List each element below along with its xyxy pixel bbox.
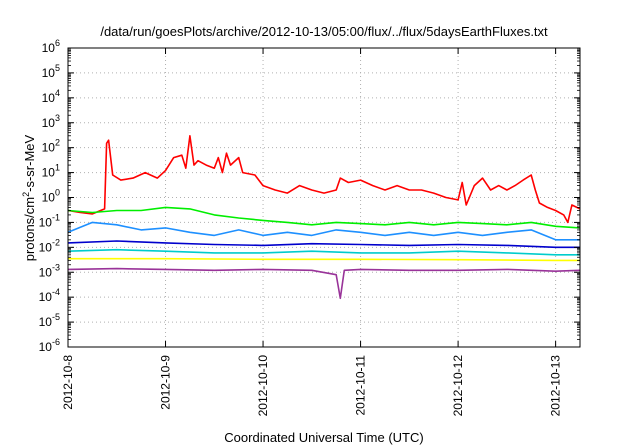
y-tick-label: 10-2 [39,237,60,254]
y-tick-base: 10 [42,41,56,55]
y-tick-base: 10 [42,141,56,155]
series-line [67,221,580,241]
y-tick-label: 103 [42,113,60,130]
x-tick-label: 2012-10-8 [61,355,75,410]
y-tick-exponent: 5 [55,63,60,73]
x-tick-label: 2012-10-10 [256,355,270,417]
y-tick-exponent: 6 [55,38,60,48]
y-tick-base: 10 [39,315,53,329]
y-tick-label: 10-3 [39,262,60,279]
y-axis-title: protons/cm2-s-sr-MeV [21,134,37,261]
y-tick-base: 10 [39,265,53,279]
series-group [67,135,581,300]
x-tick-label: 2012-10-11 [354,355,368,416]
y-tick-label: 10-4 [39,287,60,304]
x-tick-label: 2012-10-12 [451,355,465,417]
y-tick-base: 10 [39,340,53,354]
y-tick-base: 10 [42,116,56,130]
y-tick-exponent: -5 [52,312,60,322]
y-tick-label: 106 [42,38,60,55]
series-line [67,206,581,229]
y-tick-exponent: 3 [55,113,60,123]
x-tick-label: 2012-10-9 [159,355,173,410]
y-tick-base: 10 [42,66,56,80]
y-tick-base: 10 [39,290,53,304]
y-tick-label: 10-5 [39,312,60,329]
y-axis-title-main: protons/cm [22,197,37,261]
series-line [67,248,580,256]
x-axis-title: Coordinated Universal Time (UTC) [224,430,423,445]
y-tick-exponent: -1 [52,212,60,222]
y-tick-base: 10 [42,166,56,180]
grid [68,48,580,347]
axes: 10610510410310210110010-110-210-310-410-… [39,38,580,416]
y-tick-label: 101 [42,163,60,180]
x-tick-label: 2012-10-13 [549,355,563,417]
y-tick-exponent: -3 [52,262,60,272]
y-tick-exponent: 2 [55,138,60,148]
y-tick-label: 10-6 [39,337,60,354]
series-line [67,240,580,249]
y-tick-exponent: -2 [52,237,60,247]
series-line [67,135,581,224]
y-axis-title-tail: -s-sr-MeV [22,134,37,191]
y-tick-label: 105 [42,63,60,80]
y-tick-label: 104 [42,88,60,105]
y-tick-exponent: 1 [55,163,60,173]
y-tick-label: 10-1 [39,212,60,229]
y-tick-exponent: -6 [52,337,60,347]
y-tick-base: 10 [42,91,56,105]
y-tick-label: 102 [42,138,60,155]
chart-title: /data/run/goesPlots/archive/2012-10-13/0… [100,24,548,39]
y-axis-title-sup: 2 [21,192,31,197]
y-tick-base: 10 [39,215,53,229]
y-tick-exponent: 0 [55,188,60,198]
y-tick-label: 100 [42,188,60,205]
y-tick-base: 10 [42,191,56,205]
series-line [67,267,581,300]
y-tick-exponent: 4 [55,88,60,98]
y-tick-exponent: -4 [52,287,60,297]
series-line [68,257,580,262]
y-tick-base: 10 [39,240,53,254]
